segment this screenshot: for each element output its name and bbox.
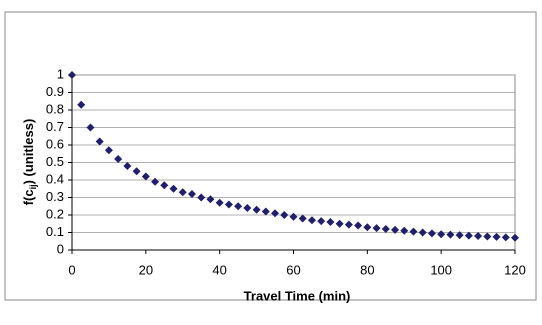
data-point [243, 204, 252, 212]
y-tick-label: 0.1 [46, 224, 64, 239]
data-point [418, 228, 427, 237]
x-tick-label: 0 [68, 262, 75, 277]
data-point [372, 224, 381, 233]
data-point [86, 123, 95, 132]
data-point [400, 226, 409, 235]
data-point [141, 172, 150, 181]
data-point [474, 232, 483, 240]
data-point [206, 195, 215, 204]
x-tick-label: 80 [360, 262, 374, 277]
y-tick-label: 1 [57, 66, 64, 81]
data-point [114, 155, 123, 163]
data-point [77, 100, 86, 109]
data-point [437, 230, 446, 239]
data-point [446, 230, 455, 239]
y-label-base: f(c [21, 189, 36, 205]
x-axis-label: Travel Time (min) [244, 288, 351, 303]
y-tick-label: 0.4 [46, 171, 64, 186]
y-tick-label: 0.7 [46, 119, 64, 134]
data-point [483, 232, 492, 241]
data-point [132, 167, 141, 176]
y-tick-label: 0.5 [46, 154, 64, 169]
data-point [197, 193, 206, 202]
data-point [298, 214, 307, 223]
x-tick-label: 100 [430, 262, 452, 277]
data-point [427, 229, 436, 238]
data-point [178, 188, 187, 197]
data-point [280, 211, 289, 219]
data-point [252, 205, 261, 214]
y-tick-label: 0.6 [46, 136, 64, 151]
data-point [409, 227, 418, 236]
data-point [151, 177, 160, 186]
data-point [501, 233, 510, 242]
data-point [381, 225, 390, 233]
y-label-sub: ij [28, 184, 38, 189]
data-point [317, 217, 326, 226]
y-axis-label: f(cij) (unitless) [21, 119, 38, 206]
y-tick-label: 0.2 [46, 206, 64, 221]
data-point [224, 200, 233, 209]
data-point [289, 212, 298, 221]
data-point [363, 223, 372, 232]
y-tick-label: 0 [57, 241, 64, 256]
data-point [160, 181, 169, 190]
x-tick-label: 40 [212, 262, 226, 277]
data-point [464, 231, 473, 240]
data-point [344, 220, 353, 229]
data-point [123, 162, 132, 170]
data-point [307, 216, 316, 225]
data-point [68, 71, 76, 79]
y-label-rest: ) (unitless) [21, 119, 36, 185]
data-point [391, 225, 400, 234]
x-tick-label: 20 [139, 262, 153, 277]
data-point [95, 137, 104, 146]
y-tick-label: 0.8 [46, 101, 64, 116]
data-point [271, 209, 280, 218]
data-point [492, 232, 501, 241]
data-point [234, 202, 243, 211]
data-point [169, 184, 178, 193]
data-point [215, 198, 224, 207]
data-point [261, 207, 270, 216]
data-point [187, 190, 196, 198]
x-tick-label: 60 [286, 262, 300, 277]
data-point [326, 218, 335, 226]
data-point [455, 231, 464, 240]
x-tick-label: 120 [504, 262, 526, 277]
data-point [335, 219, 344, 228]
data-point [354, 221, 363, 230]
data-point [104, 146, 113, 155]
y-tick-label: 0.9 [46, 84, 64, 99]
data-point [511, 233, 519, 242]
y-tick-label: 0.3 [46, 189, 64, 204]
